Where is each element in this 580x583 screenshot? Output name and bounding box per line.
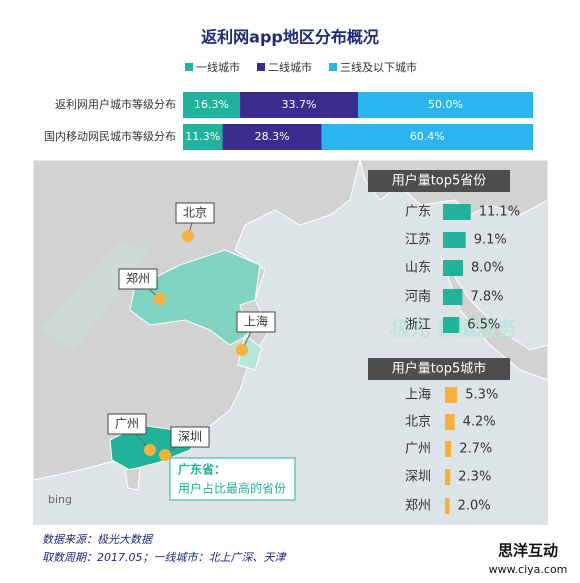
map-label-box	[170, 426, 210, 448]
value-label: 2.3%	[458, 470, 491, 485]
value-label: 5.3%	[465, 388, 498, 403]
legend-label: 三线及以下城市	[340, 60, 417, 74]
value-label: 11.3%	[185, 130, 220, 143]
map-label-box	[107, 413, 147, 435]
bar	[443, 232, 466, 248]
chart-title: 返利网app地区分布概况	[201, 28, 379, 47]
source: 数据来源：极光大数据	[42, 533, 154, 546]
legend-label: 一线城市	[196, 60, 240, 74]
category-label: 浙江	[405, 318, 431, 333]
value-label: 60.4%	[410, 130, 445, 143]
bar-segment	[321, 124, 533, 150]
map-label-box	[175, 202, 215, 224]
bar	[445, 498, 450, 514]
bar-segment	[183, 124, 223, 150]
bar	[443, 289, 463, 305]
category-label: 郑州	[405, 499, 431, 514]
bar	[445, 469, 451, 485]
category-label: 河南	[405, 289, 431, 305]
map-label: 广州	[115, 417, 139, 431]
category-label: 上海	[405, 388, 431, 403]
city-dot	[154, 293, 166, 305]
panel-title: 用户量top5城市	[392, 361, 487, 377]
attribution: bing	[48, 493, 72, 506]
category-label: 江苏	[405, 232, 431, 248]
city-dot	[236, 344, 248, 356]
map-label-box	[118, 268, 158, 290]
bar-segment	[222, 124, 322, 150]
value-label: 28.3%	[255, 130, 290, 143]
value-label: 2.7%	[459, 442, 492, 457]
category-label: 返利网用户城市等级分布	[55, 97, 176, 111]
value-label: 16.3%	[194, 98, 229, 111]
value-label: 11.1%	[479, 205, 520, 220]
value-label: 8.0%	[471, 261, 504, 276]
legend-swatch	[329, 63, 337, 71]
watermark-shape	[40, 240, 150, 350]
panel-title: 用户量top5省份	[392, 173, 487, 189]
map-label: 上海	[244, 314, 268, 329]
bar-segment	[183, 92, 241, 118]
map-label: 北京	[183, 206, 207, 220]
legend-swatch	[185, 63, 193, 71]
value-label: 7.8%	[471, 290, 504, 305]
bar	[443, 204, 471, 220]
bar-segment	[358, 92, 533, 118]
legend-label: 二线城市	[268, 60, 312, 74]
value-label: 6.5%	[467, 318, 500, 333]
panel-header	[368, 358, 510, 380]
bar	[445, 441, 452, 457]
category-label: 广东	[405, 205, 431, 220]
category-label: 北京	[405, 415, 431, 430]
logo-name: 思洋互动	[498, 542, 558, 560]
bar	[445, 414, 455, 430]
callout	[169, 457, 296, 501]
city-dot	[144, 444, 156, 456]
city-dot	[159, 449, 171, 461]
bar-segment	[240, 92, 358, 118]
bar	[443, 317, 460, 333]
map-label-box	[236, 311, 276, 333]
value-label: 4.2%	[463, 415, 496, 430]
map-label: 郑州	[126, 271, 150, 286]
period: 取数周期：2017.05；一线城市：北上广深、天津	[42, 551, 287, 564]
category-label: 深圳	[405, 470, 431, 485]
value-label: 9.1%	[474, 233, 507, 248]
bar	[443, 260, 463, 276]
city-dot	[182, 230, 194, 242]
category-label: 山东	[405, 261, 431, 276]
category-label: 国内移动网民城市等级分布	[44, 129, 176, 143]
category-label: 广州	[405, 442, 431, 457]
bar	[445, 387, 458, 403]
legend-swatch	[257, 63, 265, 71]
logo-url: www.ciya.com	[489, 563, 568, 576]
value-label: 33.7%	[282, 98, 317, 111]
callout-title: 广东省：	[178, 462, 226, 477]
panel-header	[368, 170, 510, 192]
island	[124, 467, 141, 491]
value-label: 2.0%	[458, 499, 491, 514]
map-label: 深圳	[178, 430, 202, 444]
callout-text: 用户占比最高的省份	[178, 481, 286, 496]
land	[439, 254, 549, 381]
value-label: 50.0%	[428, 98, 463, 111]
footer: 数据来源：极光大数据 取数周期：2017.05；一线城市：北上广深、天津 思洋互…	[42, 533, 567, 576]
